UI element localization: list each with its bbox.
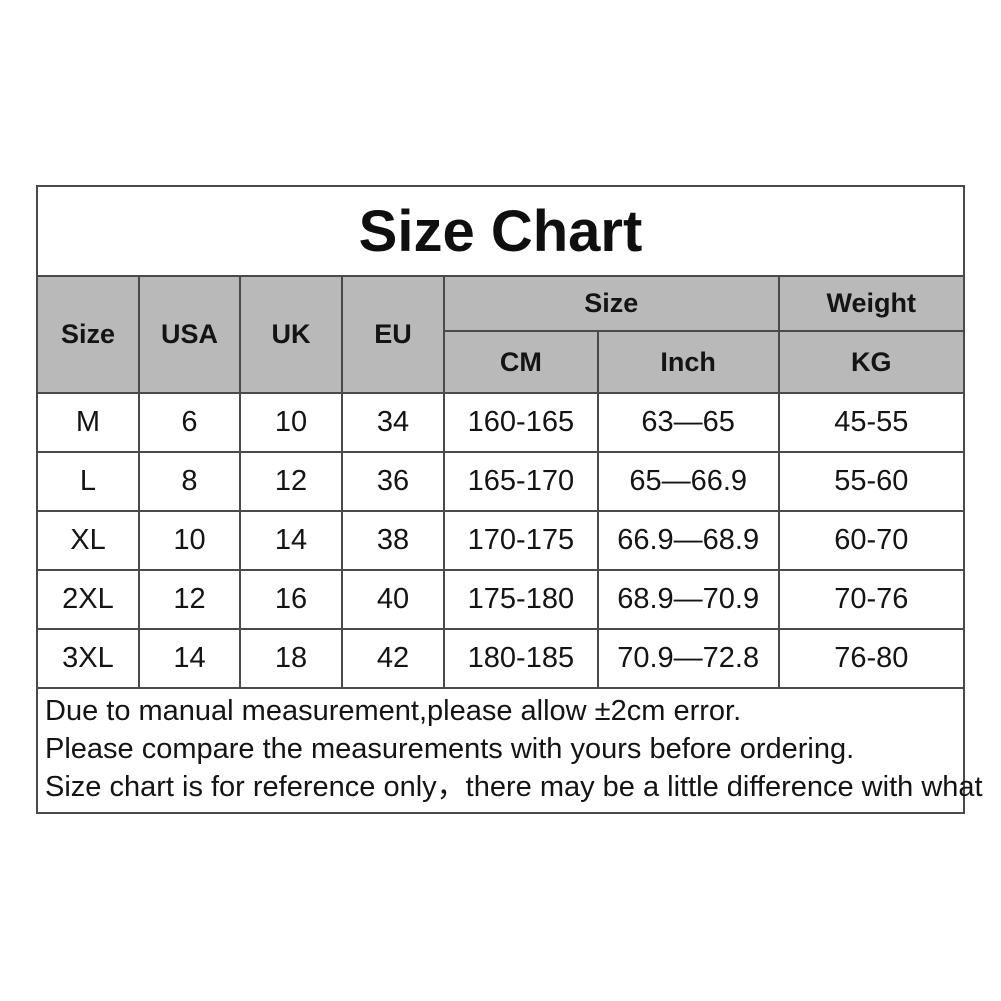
xl-uk: 14: [239, 510, 343, 571]
3xl-usa: 14: [137, 628, 242, 689]
xl-usa: 10: [137, 510, 242, 571]
m-eu: 34: [340, 392, 445, 453]
3xl-uk: 18: [239, 628, 343, 689]
l-usa: 8: [137, 451, 242, 512]
2xl-uk: 16: [239, 569, 343, 630]
m-usa: 6: [137, 392, 242, 453]
header-row-2: CM Inch KG: [37, 330, 966, 394]
3xl-inch: 70.9—72.8: [596, 628, 780, 689]
size-chart: Size Chart Size USA UK EU Size Weight CM…: [36, 185, 983, 814]
header-uk: UK: [239, 275, 343, 394]
l-cm: 165-170: [442, 451, 599, 512]
xl-inch: 66.9—68.9: [596, 510, 780, 571]
l-uk: 12: [239, 451, 343, 512]
table-row-xl: XL 10 14 38 170-175 66.9—68.9 60-70: [36, 510, 966, 571]
header-eu: EU: [340, 275, 445, 394]
2xl-eu: 40: [340, 569, 445, 630]
size-table: Size USA UK EU Size Weight CM Inch KG M …: [36, 275, 966, 689]
l-inch: 65—66.9: [596, 451, 780, 512]
m-cm: 160-165: [442, 392, 599, 453]
2xl-inch: 68.9—70.9: [596, 569, 780, 630]
header-inch: Inch: [596, 330, 780, 394]
table-header: Size USA UK EU Size Weight CM Inch KG: [36, 275, 966, 394]
table-row-l: L 8 12 36 165-170 65—66.9 55-60: [36, 451, 966, 512]
xl-size: XL: [36, 510, 140, 571]
table-row-2xl: 2XL 12 16 40 175-180 68.9—70.9 70-76: [36, 569, 966, 630]
table-row-m: M 6 10 34 160-165 63—65 45-55: [36, 392, 966, 453]
xl-eu: 38: [340, 510, 445, 571]
2xl-cm: 175-180: [442, 569, 599, 630]
l-size: L: [36, 451, 140, 512]
table-row-3xl: 3XL 14 18 42 180-185 70.9—72.8 76-80: [36, 628, 966, 689]
chart-title-box: Size Chart: [36, 185, 965, 275]
2xl-kg: 70-76: [777, 569, 966, 630]
note-line-2: Please compare the measurements with you…: [45, 733, 855, 765]
m-size: M: [36, 392, 140, 453]
note-line-1: Due to manual measurement,please allow ±…: [45, 695, 742, 727]
header-weight-group: Weight: [777, 275, 966, 332]
header-usa: USA: [137, 275, 242, 394]
xl-kg: 60-70: [777, 510, 966, 571]
header-cm: CM: [442, 330, 599, 394]
table-body: M 6 10 34 160-165 63—65 45-55 L 8 12 36 …: [36, 392, 966, 689]
2xl-usa: 12: [137, 569, 242, 630]
l-kg: 55-60: [777, 451, 966, 512]
xl-cm: 170-175: [442, 510, 599, 571]
header-row-1: Size USA UK EU Size Weight: [36, 275, 966, 394]
header-kg: KG: [777, 330, 966, 394]
m-inch: 63—65: [596, 392, 780, 453]
3xl-cm: 180-185: [442, 628, 599, 689]
note-line-3: Size chart is for reference only，there m…: [45, 771, 983, 803]
m-uk: 10: [239, 392, 343, 453]
2xl-size: 2XL: [36, 569, 140, 630]
3xl-kg: 76-80: [777, 628, 966, 689]
m-kg: 45-55: [777, 392, 966, 453]
notes-box: Due to manual measurement,please allow ±…: [36, 689, 983, 814]
header-size-label: Size: [36, 275, 140, 394]
chart-title: Size Chart: [358, 198, 643, 264]
l-eu: 36: [340, 451, 445, 512]
3xl-eu: 42: [340, 628, 445, 689]
3xl-size: 3XL: [36, 628, 140, 689]
header-size-group: Size: [442, 275, 780, 332]
